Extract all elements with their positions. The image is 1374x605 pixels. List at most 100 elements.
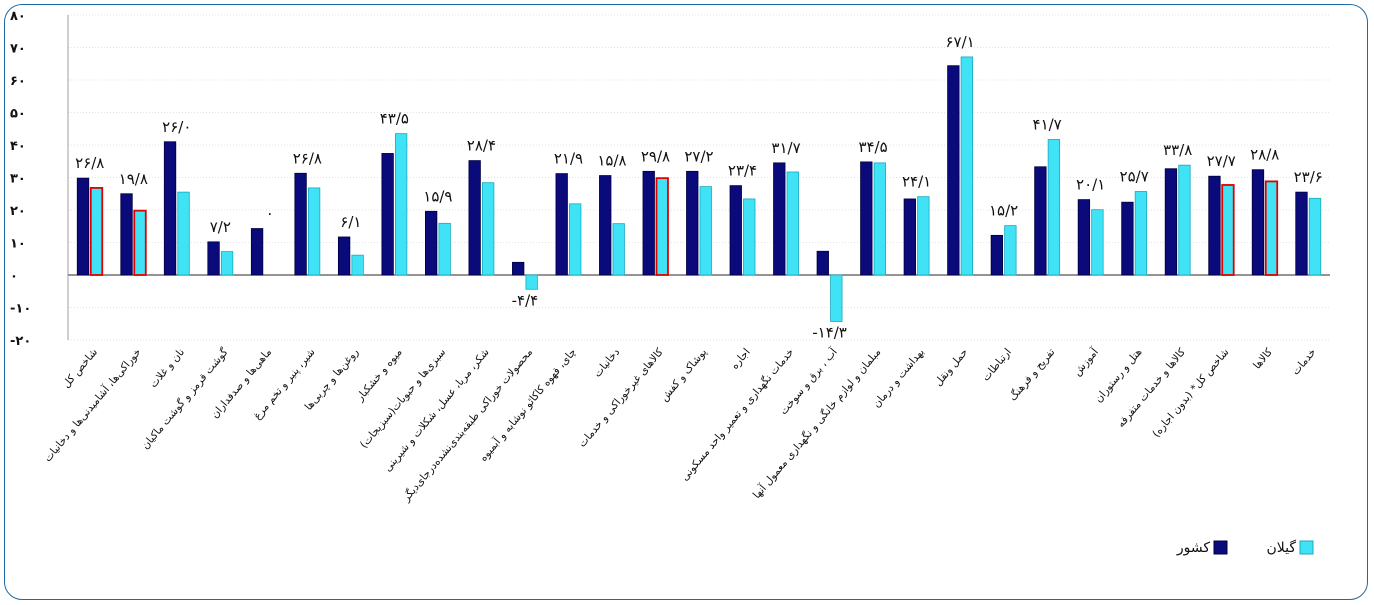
bar-کشور <box>990 234 1004 276</box>
data-label: ۴۳/۵ <box>380 110 409 128</box>
bar-کشور <box>947 65 960 276</box>
bar-کشور <box>337 236 351 276</box>
bar-گیلان <box>743 198 756 276</box>
x-category-label: کالاها <box>1251 346 1275 371</box>
y-tick-label: ۵۰ <box>10 107 26 122</box>
data-label: ۲۰/۱ <box>1076 176 1105 194</box>
data-label: ۲۶/۰ <box>162 118 191 136</box>
bar-گیلان <box>482 182 495 276</box>
x-category-label: نان و غلات <box>148 346 188 390</box>
bar-کشور <box>250 228 264 276</box>
data-label: ۶۷/۱ <box>945 33 974 51</box>
bar-گیلان <box>438 222 451 276</box>
bar-گیلان <box>133 209 147 276</box>
bar-کشور <box>816 250 829 276</box>
bar-کشور <box>1077 199 1091 276</box>
legend-label-کشور: کشور <box>1176 540 1210 556</box>
bar-کشور <box>1034 166 1047 276</box>
legend-label-گیلان: گیلان <box>1266 539 1296 556</box>
data-label: ۰ <box>266 205 274 223</box>
bar-کشور <box>424 210 438 276</box>
data-label: ۲۹/۸ <box>641 147 670 165</box>
bar-گیلان <box>394 133 408 276</box>
data-label: ۲۵/۷ <box>1120 167 1149 185</box>
bar-کشور <box>1208 175 1221 276</box>
bar-گیلان <box>1178 164 1191 276</box>
y-tick-label: ۰ <box>10 269 18 284</box>
data-label: ۲۸/۴ <box>467 137 496 155</box>
bar-گیلان <box>699 186 712 276</box>
x-category-label: کالاهای غیرخوراکی و خدمات <box>576 346 666 450</box>
data-label: ۳۱/۷ <box>771 139 800 157</box>
y-tick-label: ۶۰ <box>10 74 26 89</box>
data-label: ۲۶/۸ <box>293 149 322 167</box>
bar-گیلان <box>1134 191 1148 276</box>
bar-کشور <box>555 173 568 276</box>
bar-کشور <box>903 198 916 276</box>
bar-گیلان <box>830 274 843 322</box>
bar-گیلان <box>1004 225 1017 276</box>
y-tick-label: ۴۰ <box>10 139 26 154</box>
bar-گیلان <box>177 191 190 276</box>
bar-کشور <box>163 141 177 276</box>
bar-کشور <box>1164 168 1178 276</box>
data-label: ۲۳/۶ <box>1294 168 1323 186</box>
data-label: -۴/۴ <box>512 291 539 309</box>
bar-گیلان <box>89 186 104 276</box>
bar-گیلان <box>351 254 364 276</box>
y-tick-label: ۷۰ <box>10 42 26 57</box>
bar-کشور <box>120 193 133 276</box>
y-tick-label: -۱۰ <box>10 302 31 317</box>
x-category-label: اجاره <box>729 346 753 371</box>
data-label: ۱۵/۸ <box>597 152 626 170</box>
bar-کشور <box>1121 201 1134 276</box>
data-label: -۱۴/۳ <box>812 323 847 341</box>
x-category-label: خدمات <box>1290 346 1319 377</box>
legend: گیلان کشور <box>1176 539 1314 556</box>
chart-frame <box>4 4 1368 600</box>
data-label: ۲۱/۹ <box>554 150 583 168</box>
x-category-label: ارتباطات <box>980 346 1014 383</box>
bar-گیلان <box>525 274 538 290</box>
bar-کشور <box>207 241 220 276</box>
bar-گیلان <box>960 56 974 276</box>
bar-گیلان <box>1047 139 1061 276</box>
x-category-label: آموزش <box>1071 345 1102 379</box>
bar-گیلان <box>655 177 669 276</box>
data-label: ۴۱/۷ <box>1033 115 1062 133</box>
y-tick-label: ۲۰ <box>10 204 26 219</box>
bar-کشور <box>1295 191 1308 276</box>
data-label: ۳۴/۵ <box>858 138 887 156</box>
y-tick-label: ۱۰ <box>10 237 26 252</box>
data-labels: ۲۶/۸ ۱۹/۸ ۲۶/۰ ۷/۲ ۰ ۲۶/۸ ۶/۱ ۴۳/۵ ۱۵/۹ ۲۸/۴ -۴/۴ ۲… <box>75 33 1323 342</box>
bar-کشور <box>294 172 307 276</box>
data-label: ۷/۲ <box>210 218 231 236</box>
x-category-label: پوشاک و کفش <box>658 346 709 404</box>
data-label: ۲۷/۲ <box>684 147 713 165</box>
bar-گیلان <box>873 162 886 276</box>
bar-گیلان <box>612 223 625 276</box>
data-label: ۲۴/۱ <box>902 173 931 191</box>
data-label: ۱۹/۸ <box>119 170 148 188</box>
y-tick-label: -۲۰ <box>10 334 31 349</box>
bar-کشور <box>381 153 394 276</box>
data-label: ۶/۱ <box>340 213 361 231</box>
data-label: ۲۶/۸ <box>75 154 104 172</box>
data-label: ۲۳/۴ <box>728 162 757 180</box>
gridlines <box>68 14 1330 341</box>
y-axis: ۸۰ ۷۰ ۶۰ ۵۰ ۴۰ ۳۰ ۲۰ ۱۰ ۰ -۱۰ -۲۰ <box>10 9 69 349</box>
bar-کشور <box>686 170 699 276</box>
x-category-label: شاخص کل <box>60 346 100 390</box>
bar-گیلان <box>786 171 799 276</box>
x-category-label: گوشت قرمز و گوشت ماکیان <box>139 346 231 452</box>
bar-گیلان <box>569 203 582 276</box>
legend-swatch-کشور <box>1213 540 1228 555</box>
data-label: ۱۵/۲ <box>989 202 1018 220</box>
bar-کشور <box>1251 169 1265 276</box>
x-category-label: حمل ونقل <box>932 346 970 388</box>
data-label: ۳۳/۸ <box>1163 141 1192 159</box>
bar-گیلان <box>1091 209 1104 276</box>
bar-گیلان <box>1221 184 1235 276</box>
